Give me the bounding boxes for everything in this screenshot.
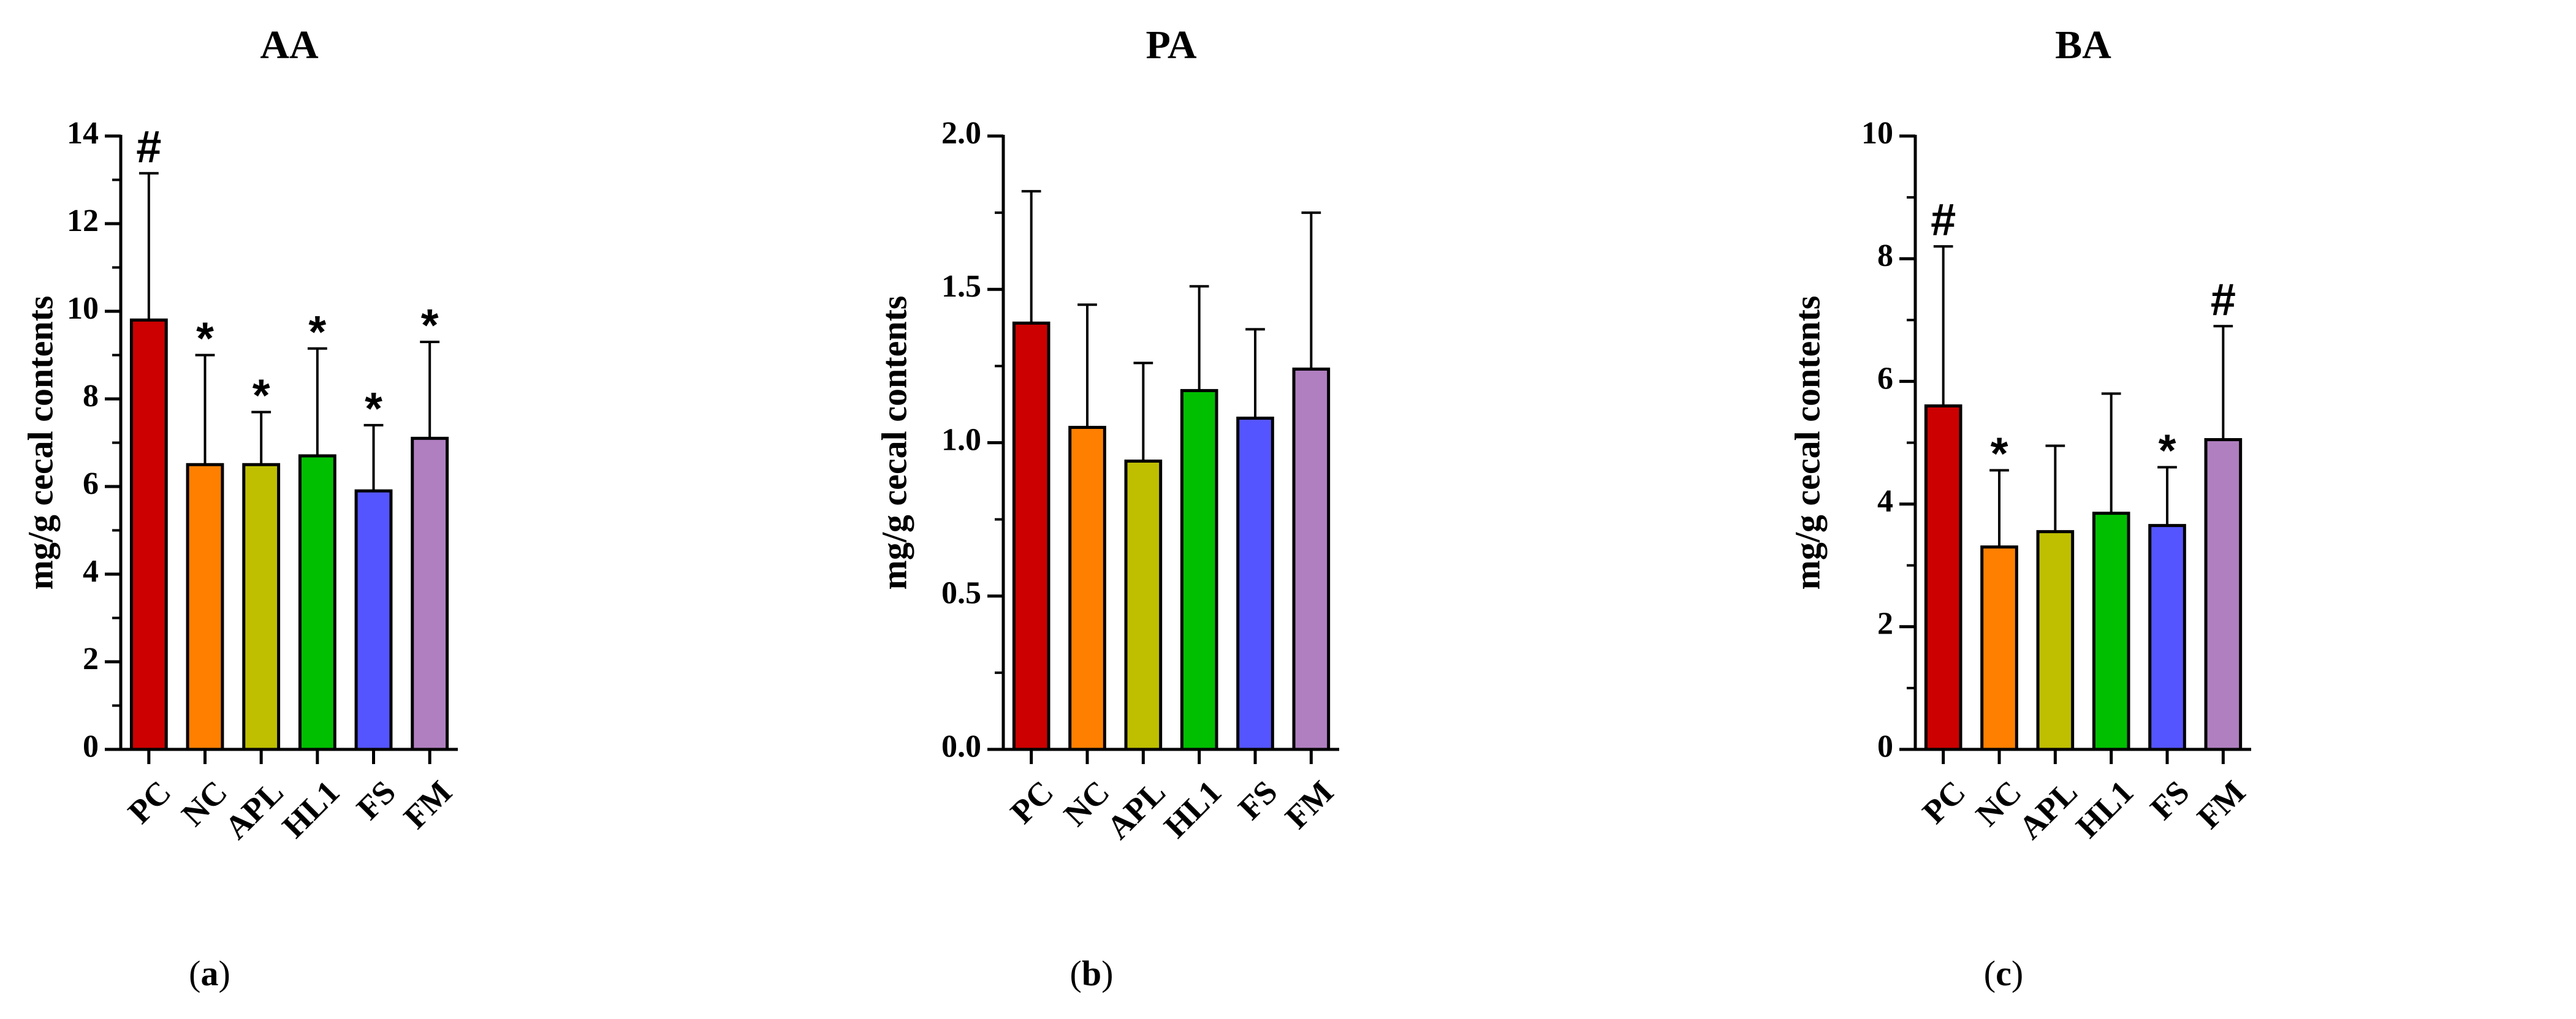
significance-mark-FS: * [2159, 425, 2176, 476]
significance-mark-NC: * [196, 313, 214, 364]
chart-title: AA [260, 23, 319, 67]
significance-mark-APL: * [253, 369, 270, 420]
y-tick-label: 8 [83, 379, 99, 414]
y-tick-label: 12 [67, 203, 99, 238]
y-tick-label: 4 [83, 554, 99, 589]
significance-mark-FM: # [2211, 274, 2236, 325]
bar-NC [1980, 545, 2018, 751]
x-tick-label-HL1: HL1 [275, 773, 347, 845]
x-tick-label-PC: PC [121, 773, 178, 830]
y-tick-label: 0.0 [941, 729, 981, 764]
bar-PC [1924, 404, 1962, 751]
x-tick-label-HL1: HL1 [2069, 773, 2141, 845]
x-tick-label-FS: FS [349, 773, 403, 827]
significance-mark-FS: * [365, 383, 382, 434]
y-tick-label: 1.0 [941, 422, 981, 457]
bar-FM [1292, 367, 1331, 751]
x-tick-label-FM: FM [397, 773, 459, 836]
panel-label: (a) [189, 953, 230, 993]
bar-HL1 [1180, 388, 1218, 751]
y-tick-label: 2 [83, 642, 99, 676]
x-tick-label-FS: FS [1231, 773, 1285, 827]
x-tick-label-APL: APL [1100, 773, 1172, 846]
y-tick-label: 10 [1861, 116, 1893, 151]
y-tick-label: 0 [1877, 729, 1893, 764]
significance-mark-PC: # [1931, 194, 1956, 245]
panel-letter: b [1082, 953, 1101, 993]
significance-mark-PC: # [136, 121, 161, 172]
panel-label: (b) [1070, 953, 1114, 993]
y-tick-label: 14 [67, 116, 99, 151]
x-tick-label-PC: PC [1003, 773, 1060, 830]
x-tick-label-APL: APL [2012, 773, 2084, 846]
bar-HL1 [2092, 512, 2130, 751]
x-tick-label-FM: FM [1278, 773, 1340, 836]
y-tick-label: 0 [83, 729, 99, 764]
bar-FS [1236, 416, 1274, 751]
significance-mark-FM: * [421, 300, 439, 350]
y-tick-label: 2 [1877, 607, 1893, 642]
y-tick-label: 6 [83, 466, 99, 501]
y-axis-label: mg/g cecal contents [1787, 296, 1827, 590]
bar-PC [129, 318, 168, 751]
x-tick-label-HL1: HL1 [1157, 773, 1229, 845]
bar-PC [1012, 321, 1051, 751]
y-tick-label: 8 [1877, 238, 1893, 273]
y-tick-label: 2.0 [941, 116, 981, 151]
bar-APL [242, 463, 281, 751]
bar-APL [2036, 530, 2075, 751]
bar-HL1 [298, 454, 336, 751]
x-tick-label-FM: FM [2190, 773, 2252, 836]
bar-FS [2148, 524, 2186, 751]
chart-title: BA [2055, 23, 2111, 67]
y-tick-label: 1.5 [941, 269, 981, 304]
panel-letter: c [1996, 953, 2012, 993]
significance-mark-NC: * [1991, 428, 2008, 479]
x-tick-label-FS: FS [2143, 773, 2197, 827]
panel-label: (c) [1984, 953, 2023, 993]
y-tick-label: 0.5 [941, 576, 981, 611]
x-tick-label-APL: APL [218, 773, 291, 846]
bar-FM [411, 436, 449, 751]
y-tick-label: 6 [1877, 361, 1893, 396]
x-tick-label-PC: PC [1915, 773, 1972, 830]
y-tick-label: 10 [67, 291, 99, 326]
panel-letter: a [201, 953, 219, 993]
chart-title: PA [1146, 23, 1196, 67]
bar-APL [1124, 460, 1163, 751]
y-tick-label: 4 [1877, 484, 1893, 519]
y-axis-label: mg/g cecal contents [20, 296, 60, 590]
bar-NC [1068, 425, 1106, 751]
bar-FM [2204, 438, 2243, 751]
bar-FS [354, 489, 393, 751]
y-axis-label: mg/g cecal contents [874, 296, 914, 590]
bar-NC [186, 463, 224, 751]
significance-mark-HL1: * [308, 306, 326, 357]
